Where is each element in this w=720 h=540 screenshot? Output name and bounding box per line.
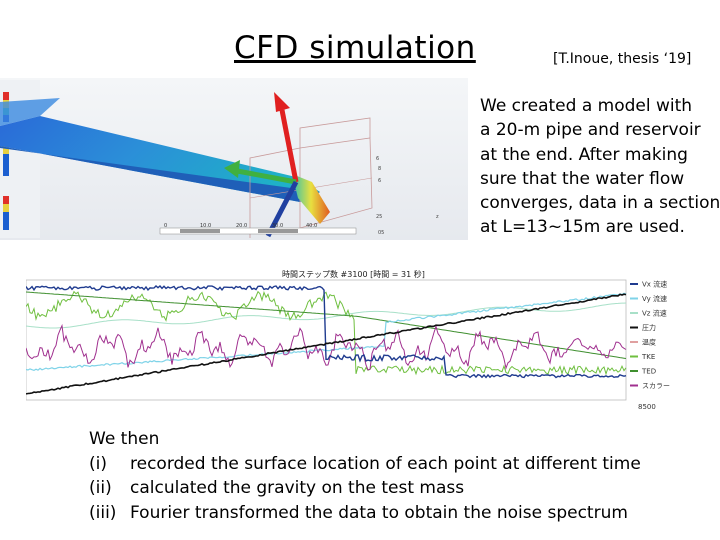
description-line: at the end. After making <box>480 144 688 165</box>
legend-label: TED <box>641 368 656 376</box>
step-text: Fourier transformed the data to obtain t… <box>130 502 628 523</box>
scale-label: 40.0 <box>306 223 317 229</box>
legend-label: TKE <box>641 353 655 361</box>
citation: [T.Inoue, thesis ‘19] <box>553 51 692 67</box>
svg-text:8: 8 <box>378 166 381 172</box>
scale-label: 10.0 <box>200 223 211 229</box>
description-line: We created a model with <box>480 96 693 116</box>
slide-title: CFD simulation <box>234 30 476 66</box>
steps-intro: We then <box>89 429 160 449</box>
steps-list: We then (i) recorded the surface location… <box>89 427 641 525</box>
step-text: calculated the gravity on the test mass <box>130 478 465 498</box>
legend-label: Vx 流速 <box>642 280 667 289</box>
svg-text:z: z <box>436 214 439 220</box>
step-item: (i) recorded the surface location of each… <box>89 452 641 477</box>
description-text: We created a model with a 20-m pipe and … <box>480 94 720 240</box>
description-line: sure that the water flow <box>480 168 685 189</box>
plot-header: 時間ステップ数 #3100 [時間 = 31 秒] <box>282 269 425 279</box>
legend-label: Vz 流速 <box>642 309 667 318</box>
trace-purple <box>26 323 627 371</box>
legend-label: スカラー <box>642 382 670 390</box>
scale-label: 20.0 <box>236 223 247 229</box>
description-line: converges, data in a section <box>480 193 720 214</box>
scale-label: 30.0 <box>272 223 283 229</box>
trace-black <box>26 293 627 395</box>
trace-mint <box>26 302 627 329</box>
svg-text:25: 25 <box>376 214 382 220</box>
step-number: (ii) <box>89 478 112 498</box>
step-number: (iii) <box>89 502 117 523</box>
step-item: (ii) calculated the gravity on the test m… <box>89 476 641 501</box>
legend-label: 圧力 <box>642 323 656 332</box>
step-number: (i) <box>89 453 107 474</box>
step-item: (iii) Fourier transformed the data to obt… <box>89 501 641 526</box>
svg-text:05: 05 <box>378 230 384 236</box>
description-line: a 20-m pipe and reservoir <box>480 120 701 141</box>
svg-text:6: 6 <box>376 156 379 162</box>
trace-green-tke <box>26 290 627 376</box>
x-end-label: 8500 <box>638 403 656 411</box>
trace-navy <box>26 285 627 379</box>
cfd-simulation-image: 6 8 6 25 05 z 0 10.0 20.0 30.0 40.0 <box>0 78 468 240</box>
trace-green-ted <box>26 291 627 359</box>
description-line: at L=13~15m are used. <box>480 217 685 238</box>
step-text: recorded the surface location of each po… <box>130 453 641 474</box>
legend-label: Vy 流速 <box>642 294 667 303</box>
scale-label: 0 <box>164 223 167 229</box>
svg-text:6: 6 <box>378 178 381 184</box>
legend-label: 温度 <box>642 338 656 347</box>
time-series-plot: 時間ステップ数 #3100 [時間 = 31 秒] Vx 流速 Vy 流速 Vz 流… <box>26 266 690 412</box>
